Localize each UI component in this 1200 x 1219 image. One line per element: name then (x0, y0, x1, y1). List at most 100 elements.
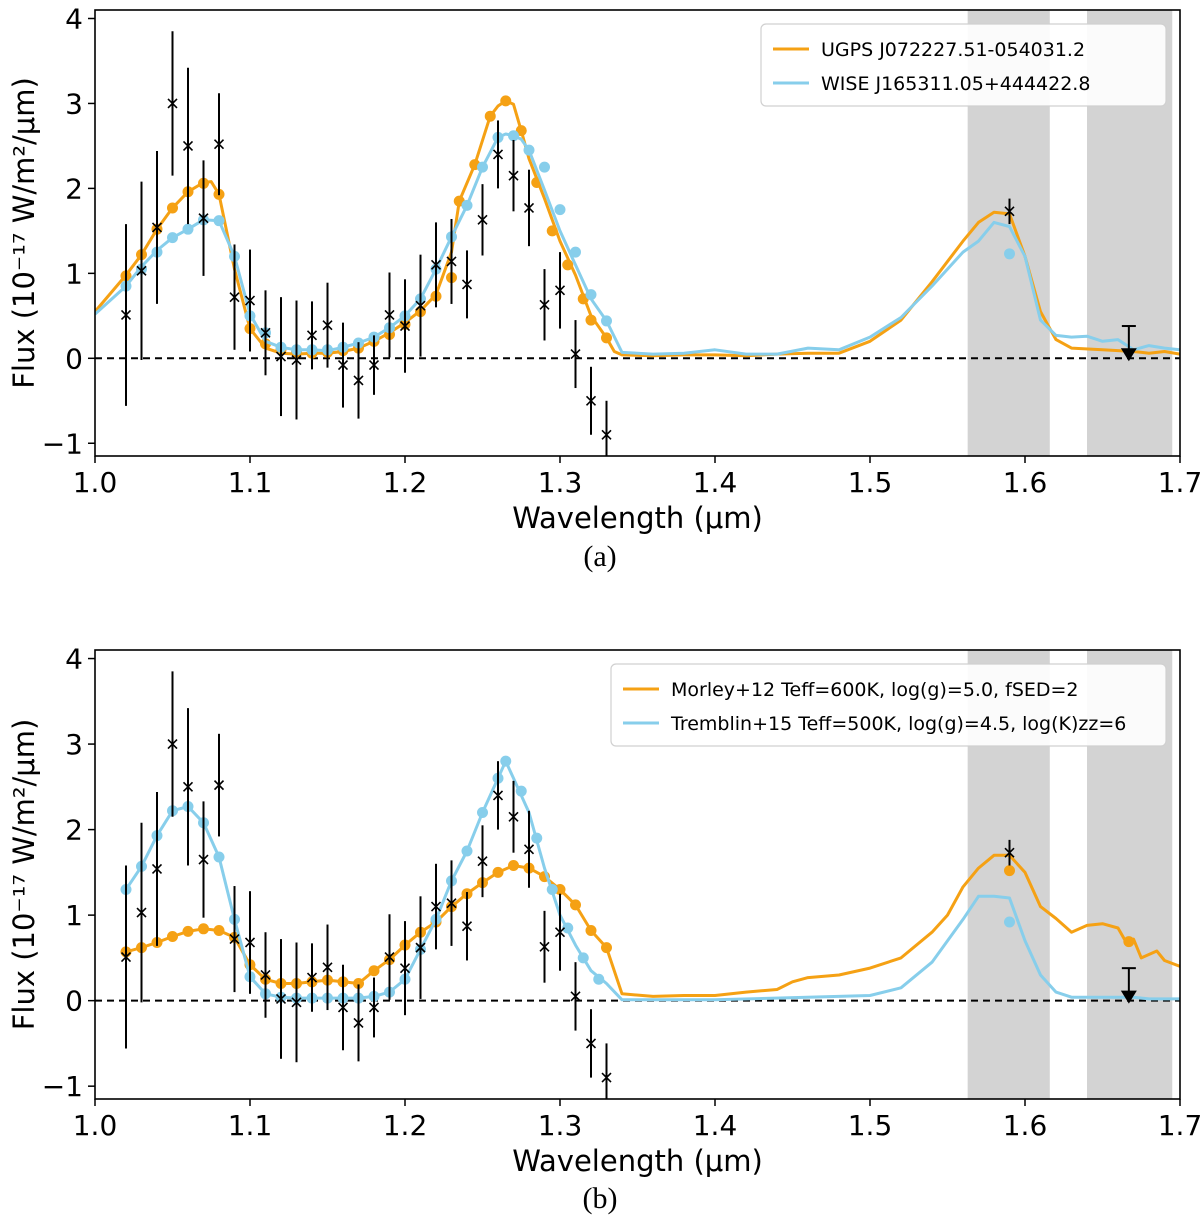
p1-obs-marker-4 (182, 781, 194, 792)
p0-series-blue-point-31 (601, 315, 612, 327)
p0-series-blue-point-32 (1004, 248, 1015, 260)
chart-panel-b: 1.0 1.1 1.2 1.3 1.4 1.5 1.6 1.7 −1 0 1 2 3 4 Wavelengt… (0, 636, 1200, 1186)
p0-obs-marker-stroke-b (120, 309, 132, 321)
p0-series-orange-point-28 (562, 259, 574, 271)
p1-obs-marker-3 (167, 739, 178, 750)
p0-obs-marker-stroke-b (554, 285, 566, 296)
p0-obs-marker-18 (399, 320, 411, 332)
p1-x-tick-label-3: 1.3 (538, 1109, 583, 1142)
p0-obs-marker-0 (120, 309, 132, 321)
p1-obs-marker-stroke-b (461, 921, 473, 932)
p1-obs-marker-6 (213, 780, 225, 791)
p0-series-orange-point-3 (167, 202, 178, 214)
p0-x-axis-label: Wavelength (μm) (512, 501, 763, 535)
p0-obs-marker-stroke-b (585, 395, 597, 406)
p0-obs-marker-stroke-b (430, 259, 442, 270)
p1-obs-marker-9 (260, 969, 271, 981)
p0-obs-marker-7 (229, 292, 240, 303)
p0-obs-marker-32 (1004, 206, 1015, 217)
p0-obs-marker-17 (384, 309, 395, 321)
p0-obs-marker-4 (182, 140, 194, 151)
p0-obs-marker-22 (461, 279, 473, 290)
p1-obs-marker-stroke-b (229, 934, 240, 945)
p1-obs-marker-12 (306, 972, 318, 983)
p0-obs-marker-stroke-b (492, 149, 504, 160)
p1-obs-marker-27 (539, 941, 550, 952)
p1-obs-marker-24 (492, 790, 504, 801)
p0-series-orange-point-23 (484, 110, 496, 122)
p0-y-axis-label: Flux (10⁻¹⁷ W/m²/μm) (7, 77, 41, 389)
p0-obs-marker-14 (337, 360, 349, 371)
p1-x-axis-label: Wavelength (μm) (512, 1144, 763, 1178)
p1-y-axis-label: Flux (10⁻¹⁷ W/m²/μm) (7, 719, 41, 1031)
p1-obs-marker-stroke-b (492, 790, 504, 801)
p1-obs-marker-stroke-b (244, 937, 256, 948)
p0-series-blue-point-28 (554, 204, 566, 216)
p0-upper-limit-arrowhead (1120, 348, 1137, 362)
p1-obs-marker-stroke-b (415, 942, 426, 953)
p0-legend-box (760, 23, 1167, 107)
p0-obs-marker-stroke-b (198, 213, 209, 224)
p0-obs-marker-stroke-b (291, 354, 302, 366)
p1-axes-frame (94, 649, 1181, 1100)
p0-obs-marker-31 (601, 429, 612, 440)
p1-obs-marker-stroke-b (446, 898, 457, 909)
p0-obs-marker-stroke-b (384, 309, 395, 321)
p0-obs-marker-stroke-b (151, 222, 163, 233)
p1-series-orange-point-6 (213, 925, 225, 937)
p0-obs-marker-29 (570, 348, 581, 360)
p0-series-blue-point-4 (182, 223, 194, 235)
p1-series-orange-point-32 (1004, 865, 1015, 877)
p0-y-tick-label-0: −1 (42, 427, 83, 460)
p1-obs-marker-20 (430, 901, 442, 912)
p1-y-tick-label-0: −1 (42, 1070, 83, 1103)
p0-series-blue-point-26 (523, 144, 535, 156)
p1-obs-marker-stroke-b (198, 854, 209, 865)
p0-obs-marker-1 (136, 265, 147, 276)
p1-series-blue-point-23 (477, 806, 488, 818)
p0-series-blue-point-25 (508, 130, 519, 142)
p1-obs-marker-17 (384, 951, 395, 963)
p1-series-blue-point-6 (213, 851, 225, 863)
p1-obs-marker-stroke-b (151, 863, 163, 875)
p0-obs-marker-2 (151, 222, 163, 233)
p0-obs-marker-stroke-b (306, 330, 318, 341)
p0-series-blue-point-23 (477, 161, 488, 173)
p0-series-blue-point-29 (570, 246, 581, 258)
p0-axes-frame (94, 9, 1181, 457)
p0-y-tick-label-4: 3 (65, 87, 83, 120)
p0-obs-marker-stroke-b (275, 351, 287, 362)
p1-obs-marker-16 (368, 1002, 380, 1013)
p1-series-blue-point-27 (531, 832, 543, 844)
p0-series-orange-point-24 (500, 95, 512, 107)
p1-obs-marker-stroke-b (353, 1017, 364, 1028)
p1-obs-marker-stroke-b (182, 781, 194, 792)
p1-obs-marker-15 (353, 1017, 364, 1028)
p1-obs-marker-stroke-b (291, 997, 302, 1008)
p1-series-orange-point-24 (492, 866, 504, 878)
p0-y-tick-label-2: 1 (65, 257, 83, 290)
p1-x-tick-label-7: 1.7 (1158, 1109, 1200, 1142)
p0-obs-marker-stroke-b (446, 256, 457, 267)
p1-obs-marker-14 (337, 1002, 349, 1013)
p0-x-tick-label-5: 1.5 (848, 466, 893, 499)
p1-x-tick-label-2: 1.2 (383, 1109, 428, 1142)
p1-x-tick-label-1: 1.1 (228, 1109, 273, 1142)
p1-series-orange-point-5 (198, 923, 209, 935)
p0-obs-marker-5 (198, 213, 209, 224)
p0-obs-marker-stroke-b (182, 140, 194, 151)
p1-obs-marker-10 (275, 993, 287, 1005)
p0-obs-marker-28 (554, 285, 566, 296)
p1-obs-marker-stroke-b (539, 941, 550, 952)
p1-obs-marker-stroke-b (275, 993, 287, 1005)
p0-legend: UGPS J072227.51-054031.2 WISE J165311.05+… (760, 23, 1167, 107)
p0-obs-marker-6 (213, 139, 225, 150)
p1-legend-box (610, 663, 1167, 747)
p1-obs-marker-28 (554, 927, 566, 938)
p0-x-tick-label-7: 1.7 (1158, 466, 1200, 499)
p1-obs-marker-21 (446, 898, 457, 909)
p0-obs-marker-3 (167, 98, 178, 109)
p0-obs-marker-stroke-b (213, 139, 225, 150)
p0-y-tick-label-3: 2 (65, 172, 83, 205)
p0-obs-marker-23 (477, 214, 488, 225)
